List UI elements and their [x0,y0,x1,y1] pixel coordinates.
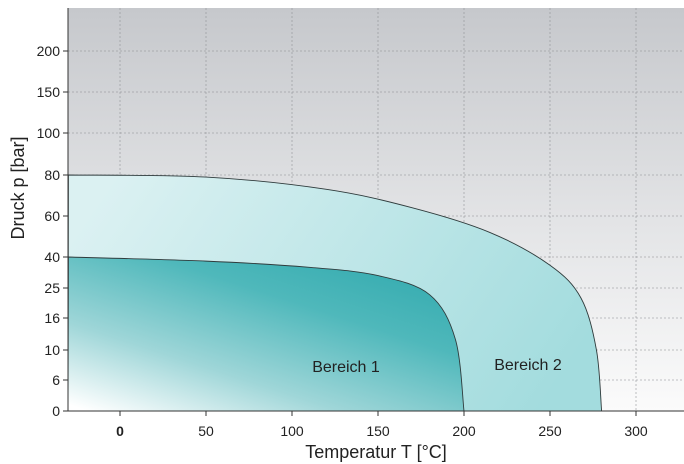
region-label-1: Bereich 2 [494,357,562,374]
x-axis-title: Temperatur T [°C] [305,442,447,462]
x-tick-label: 50 [198,423,214,439]
y-tick-labels: 0 6 10 16 25 40 60 80 100 150 200 [37,43,61,419]
y-tick-label: 10 [44,342,60,358]
y-tick-label: 60 [44,208,60,224]
y-tick-label: 200 [37,43,61,59]
y-tick-label: 40 [44,249,60,265]
y-tick-label: 25 [44,280,60,296]
region-label-2: Bereich 1 [312,359,380,376]
y-tick-label: 150 [37,84,61,100]
x-tick-label: 100 [280,423,304,439]
tick-marks [63,50,637,416]
y-tick-label: 16 [44,310,60,326]
y-tick-label: 6 [52,372,60,388]
y-tick-label: 80 [44,167,60,183]
y-tick-label: 0 [52,403,60,419]
x-tick-label: 300 [624,423,648,439]
y-axis-title: Druck p [bar] [8,136,28,239]
region-area-2 [67,256,465,412]
x-tick-label: 250 [538,423,562,439]
x-tick-label: 0 [116,423,124,439]
axes [67,8,684,412]
x-tick-label: 150 [366,423,390,439]
y-tick-label: 100 [37,125,61,141]
region-labels: Bereich 2 Bereich 1 [312,357,562,376]
regions [67,174,603,412]
x-tick-labels: 0 50 100 150 200 250 300 [116,423,648,439]
x-tick-label: 200 [452,423,476,439]
